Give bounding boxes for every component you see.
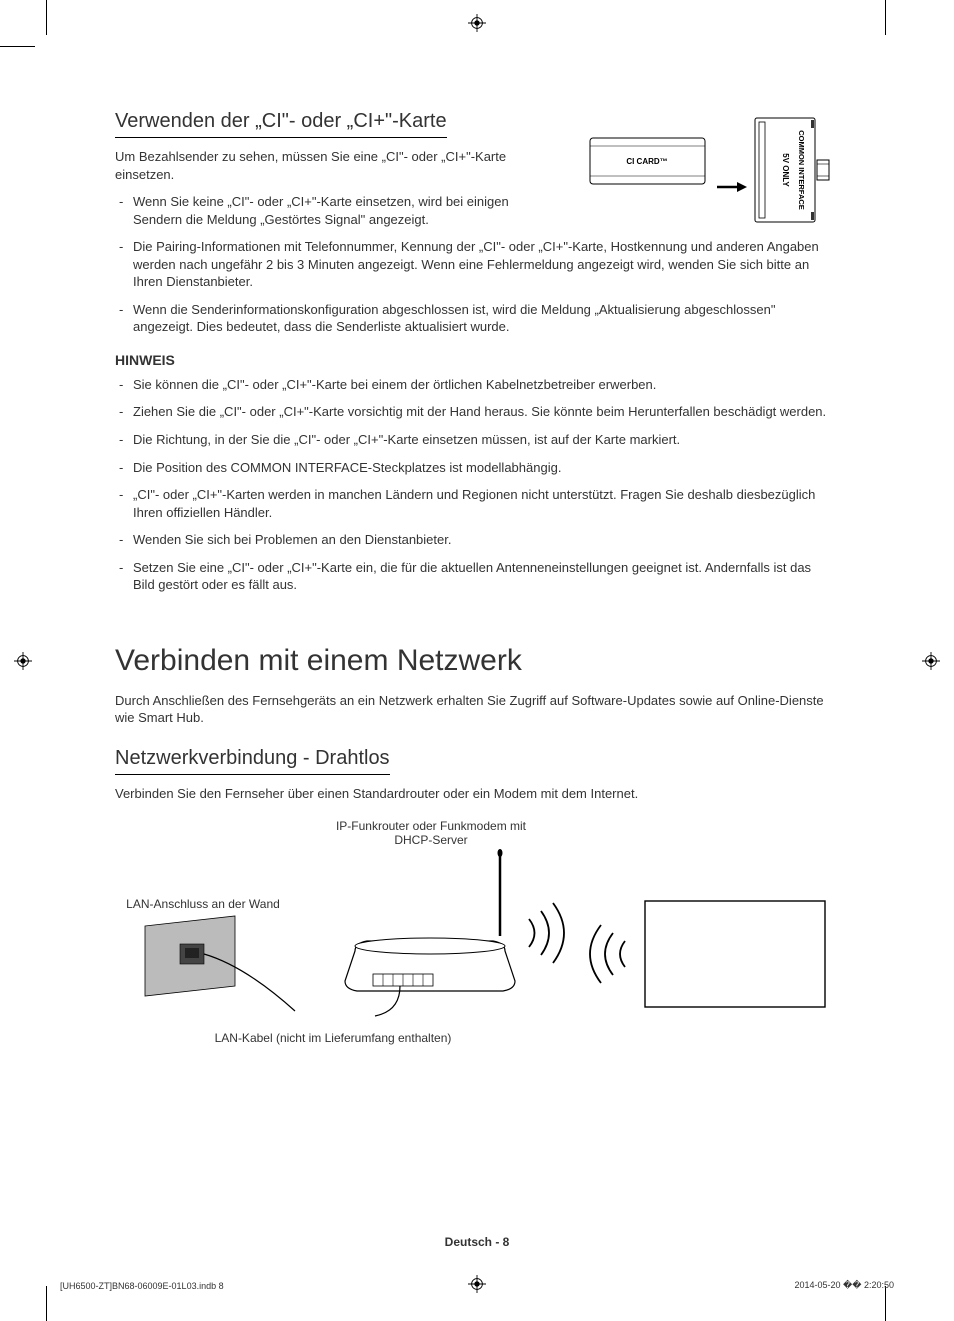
footer-timestamp: 2014-05-20 �� 2:20:50 <box>794 1280 894 1291</box>
list-item: Setzen Sie eine „CI"- oder „CI+"-Karte e… <box>115 559 835 594</box>
registration-mark-right <box>922 652 940 670</box>
crop-mark <box>885 0 886 35</box>
section2-intro: Verbinden Sie den Fernseher über einen S… <box>115 785 835 803</box>
list-item: Wenden Sie sich bei Problemen an den Die… <box>115 531 835 549</box>
crop-mark <box>46 1286 47 1321</box>
hinweis-label: HINWEIS <box>115 352 835 368</box>
hinweis-bullets: Sie können die „CI"- oder „CI+"-Karte be… <box>115 376 835 594</box>
list-item: Die Pairing-Informationen mit Telefonnum… <box>115 238 835 291</box>
page-number: Deutsch - 8 <box>0 1235 954 1249</box>
svg-text:IP-Funkrouter oder Funkmodem m: IP-Funkrouter oder Funkmodem mitDHCP-Ser… <box>336 819 527 847</box>
page-content: CI CARD™ 5V ONLY COMMON INTERFACE Verwen… <box>115 110 835 1046</box>
registration-mark-left <box>14 652 32 670</box>
main-title: Verbinden mit einem Netzwerk <box>115 644 835 678</box>
ci-card-diagram: CI CARD™ 5V ONLY COMMON INTERFACE <box>585 110 835 230</box>
registration-mark-bottom <box>468 1275 486 1293</box>
crop-mark <box>46 0 47 35</box>
section1-intro: Um Bezahlsender zu sehen, müssen Sie ein… <box>115 148 515 183</box>
crop-mark <box>0 46 35 47</box>
footer-filename: [UH6500-ZT]BN68-06009E-01L03.indb 8 <box>60 1281 224 1291</box>
list-item: Die Position des COMMON INTERFACE-Steckp… <box>115 459 835 477</box>
section1-title: Verwenden der „CI"- oder „CI+"-Karte <box>115 110 447 138</box>
list-item: Ziehen Sie die „CI"- oder „CI+"-Karte vo… <box>115 403 835 421</box>
svg-text:LAN-Kabel (nicht im Lieferumfa: LAN-Kabel (nicht im Lieferumfang enthalt… <box>215 1031 452 1045</box>
list-item: Sie können die „CI"- oder „CI+"-Karte be… <box>115 376 835 394</box>
main-intro: Durch Anschließen des Fernsehgeräts an e… <box>115 692 835 727</box>
list-item: Wenn Sie keine „CI"- oder „CI+"-Karte ei… <box>115 193 515 228</box>
ci-card-label: CI CARD™ <box>626 157 667 166</box>
list-item: Wenn die Senderinformationskonfiguration… <box>115 301 835 336</box>
router-diagram: IP-Funkrouter oder Funkmodem mitDHCP-Ser… <box>115 816 835 1046</box>
list-item: Die Richtung, in der Sie die „CI"- oder … <box>115 431 835 449</box>
registration-mark-top <box>468 14 486 32</box>
svg-text:COMMON INTERFACE: COMMON INTERFACE <box>797 130 806 210</box>
svg-text:LAN-Anschluss an der Wand: LAN-Anschluss an der Wand <box>126 897 280 911</box>
list-item: „CI"- oder „CI+"-Karten werden in manche… <box>115 486 835 521</box>
svg-text:5V ONLY: 5V ONLY <box>781 153 790 187</box>
section2-title: Netzwerkverbindung - Drahtlos <box>115 747 390 775</box>
crop-mark <box>885 1286 886 1321</box>
